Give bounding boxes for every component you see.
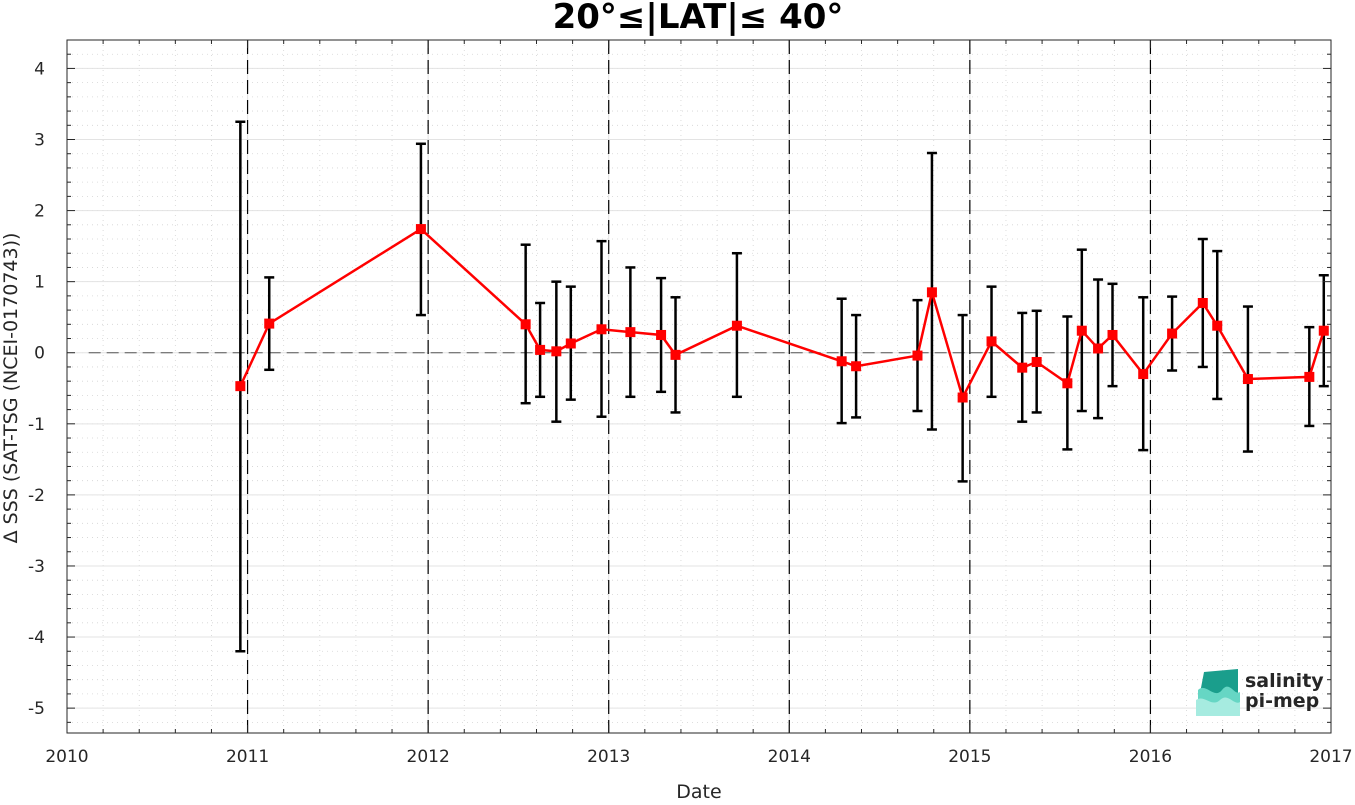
error-bars xyxy=(235,120,1329,653)
x-tick-label: 2010 xyxy=(45,747,88,767)
data-point xyxy=(264,318,275,329)
y-tick-label: 3 xyxy=(34,131,45,151)
axis-ticks xyxy=(66,40,1332,733)
data-point xyxy=(1242,374,1253,385)
data-point xyxy=(1031,356,1042,367)
data-point xyxy=(957,392,968,403)
y-tick-labels: 4 3 2 1 0 -1 -2 -3 -4 -5 xyxy=(28,59,45,719)
data-point xyxy=(731,320,742,331)
x-tick-label: 2017 xyxy=(1309,747,1352,767)
data-point xyxy=(670,349,681,360)
data-point xyxy=(1167,328,1178,339)
data-point xyxy=(1197,297,1208,308)
data-point xyxy=(1107,329,1118,340)
data-point xyxy=(1017,362,1028,373)
data-point xyxy=(415,224,426,235)
data-point xyxy=(551,346,562,357)
y-tick-label: -2 xyxy=(28,486,45,506)
data-point xyxy=(520,319,531,330)
x-tick-label: 2012 xyxy=(407,747,450,767)
series-line xyxy=(239,227,1325,401)
data-point xyxy=(1138,369,1149,380)
data-point xyxy=(656,329,667,340)
major-grid xyxy=(66,40,1332,733)
salinity-pi-mep-logo: salinity pi-mep xyxy=(1196,669,1324,716)
data-point xyxy=(1076,325,1087,336)
data-point xyxy=(851,361,862,372)
data-point xyxy=(235,381,246,392)
y-tick-label: 1 xyxy=(34,273,45,293)
logo-text-salinity: salinity xyxy=(1245,670,1324,692)
data-point xyxy=(625,327,636,338)
y-tick-label: -4 xyxy=(28,628,45,648)
data-point xyxy=(565,338,576,349)
data-point xyxy=(596,324,607,335)
data-point xyxy=(912,350,923,361)
y-tick-label: 0 xyxy=(34,344,45,364)
x-axis-label: Date xyxy=(676,781,721,801)
data-point xyxy=(986,336,997,347)
x-tick-label: 2016 xyxy=(1129,747,1172,767)
data-point xyxy=(1212,320,1223,331)
x-tick-label: 2015 xyxy=(948,747,991,767)
year-markers xyxy=(246,40,1152,733)
chart-title: 20°≤|LAT|≤ 40° xyxy=(553,0,844,37)
logo-text-pi-mep: pi-mep xyxy=(1245,690,1319,712)
logo-wave-icon xyxy=(1196,669,1240,716)
data-markers xyxy=(235,224,1329,403)
x-tick-label: 2014 xyxy=(768,747,811,767)
y-tick-label: -3 xyxy=(28,557,45,577)
x-tick-labels: 2010 2011 2012 2013 2014 2015 2016 2017 xyxy=(45,747,1352,767)
y-axis-label: Δ SSS (SAT-TSG (NCEI-0170743)) xyxy=(0,233,22,544)
data-point xyxy=(535,344,546,355)
x-tick-label: 2011 xyxy=(226,747,269,767)
y-tick-label: -1 xyxy=(28,415,45,435)
data-point xyxy=(926,287,937,298)
y-tick-label: 2 xyxy=(34,202,45,222)
data-point xyxy=(1062,378,1073,389)
minor-grid xyxy=(66,40,1332,733)
data-point xyxy=(1093,343,1104,354)
y-tick-label: 4 xyxy=(34,59,45,79)
data-point xyxy=(836,356,847,367)
data-point xyxy=(1318,325,1329,336)
plot-frame xyxy=(66,39,1332,734)
y-tick-label: -5 xyxy=(28,699,45,719)
data-point xyxy=(1304,371,1315,382)
x-tick-label: 2013 xyxy=(587,747,630,767)
